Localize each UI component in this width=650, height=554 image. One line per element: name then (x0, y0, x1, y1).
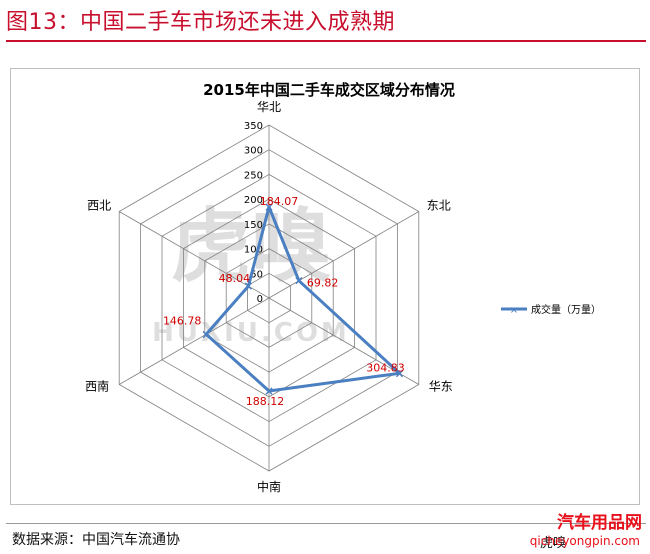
legend: × 成交量（万量） (501, 303, 601, 316)
data-point-marker: × (243, 279, 253, 293)
data-series: × × × × × × (201, 200, 404, 398)
legend-label: 成交量（万量） (531, 303, 601, 316)
tick-label: 150 (244, 220, 263, 231)
tick-label: 250 (244, 170, 263, 181)
category-label: 西南 (85, 379, 109, 394)
data-label: 69.82 (307, 277, 339, 290)
tick-label: 100 (244, 245, 263, 256)
legend-cross-marker: × (510, 305, 518, 316)
data-label: 146.78 (163, 314, 202, 327)
tick-label: 350 (244, 121, 263, 132)
tick-label: 50 (250, 269, 263, 280)
data-point-marker: × (264, 384, 274, 398)
radar-chart: 2015年中国二手车成交区域分布情况 虎嗅 HUXIU.COM 05010015… (85, 81, 601, 494)
category-label: 西北 (87, 199, 111, 213)
category-label: 华北 (257, 100, 281, 114)
corner-watermark-brand: 虎嗅 (539, 536, 566, 551)
data-label: 304.83 (366, 361, 405, 374)
chart-frame: 2015年中国二手车成交区域分布情况 虎嗅 HUXIU.COM 0 50 100 15… (10, 68, 640, 505)
category-label: 华东 (429, 380, 453, 394)
data-point-marker: × (264, 200, 274, 214)
radial-axis-ticks: 0 50 100 150 200 250 300 350 (244, 121, 263, 305)
data-labels: 184.07 69.82 304.83 188.12 146.78 48.04 (163, 195, 405, 408)
corner-watermark-logo: 汽车用品网 (557, 513, 642, 533)
tick-label: 300 (244, 146, 263, 157)
watermark-domain: HUXIU.COM (152, 318, 350, 348)
tick-label: 200 (244, 195, 263, 206)
figure-title: 图13：中国二手车市场还未进入成熟期 (6, 10, 395, 35)
category-label: 中南 (257, 479, 281, 494)
title-rule (6, 40, 646, 42)
spoke-1 (268, 211, 420, 299)
data-label: 184.07 (260, 195, 299, 208)
data-label: 188.12 (246, 395, 285, 408)
data-point-marker: × (201, 327, 211, 341)
series-line (204, 205, 401, 393)
category-label: 东北 (427, 199, 451, 213)
spoke-5 (118, 211, 270, 299)
data-label: 48.04 (219, 272, 251, 285)
data-point-marker: × (394, 366, 404, 380)
footer-rule (6, 523, 646, 524)
chart-title: 2015年中国二手车成交区域分布情况 (203, 81, 455, 99)
corner-watermark-url: qicheyongpin.com (529, 534, 640, 548)
data-point-marker: × (294, 274, 304, 288)
radar-grid (118, 124, 420, 472)
tick-label: 0 (257, 294, 263, 305)
source-note: 数据来源：中国汽车流通协 (12, 532, 180, 548)
spoke-4 (118, 297, 270, 385)
